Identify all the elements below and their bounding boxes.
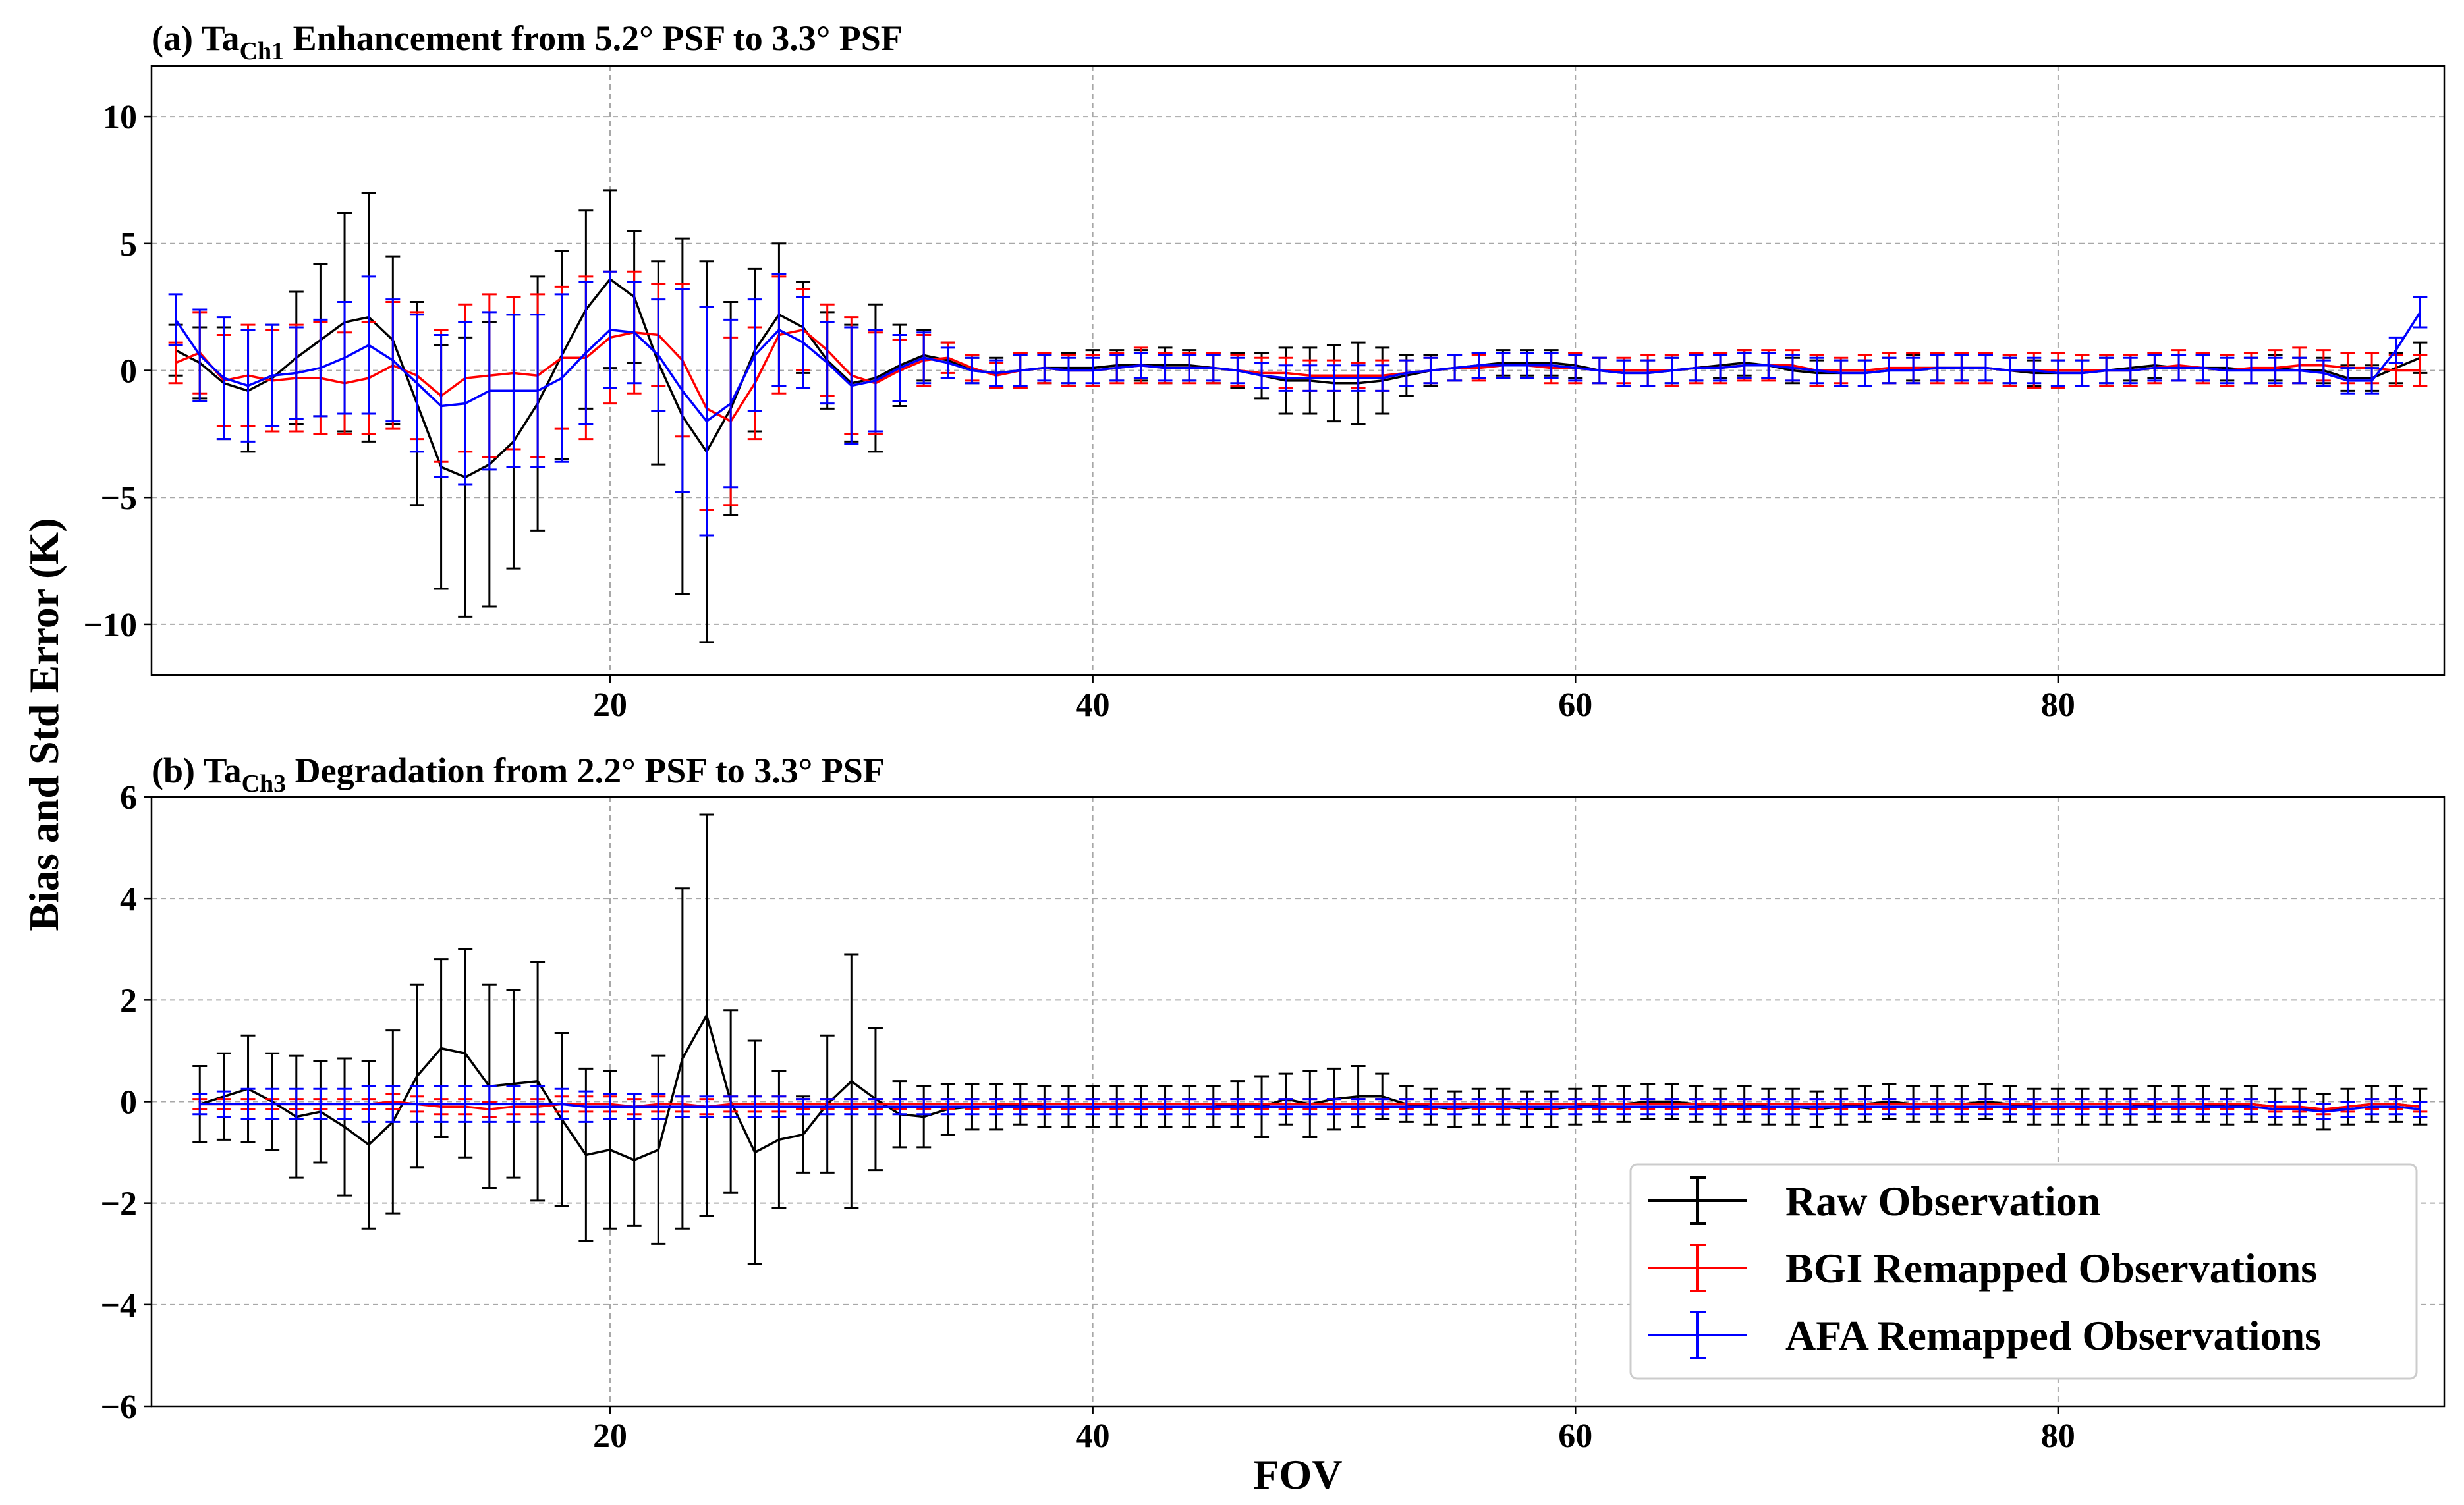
legend-frame <box>1629 1163 2418 1380</box>
panel-b-plot-frame <box>150 796 2446 1408</box>
legend-label-afa: AFA Remapped Observations <box>1785 1312 2321 1359</box>
panel-a-grid <box>152 66 2444 675</box>
panel-b-marks <box>192 813 2428 1265</box>
legend-entry-bgi: BGI Remapped Observations <box>1648 1244 2317 1292</box>
y-tick-label-3: 0 <box>120 1084 137 1122</box>
series-line-raw <box>175 278 2421 479</box>
legend: Raw Observation BGI Remapped Observation… <box>1629 1163 2418 1380</box>
y-tick-label-1: 5 <box>120 226 137 263</box>
y-tick-label-2: 0 <box>120 353 137 391</box>
panel-b-title: (b) TaCh3 Degradation from 2.2° PSF to 3… <box>152 751 885 798</box>
panel-b-title-subscript: Ch3 <box>242 770 287 798</box>
series-raw <box>168 189 2428 643</box>
y-tick-label-0: 6 <box>120 779 137 817</box>
x-tick-label-40: 40 <box>1076 686 1110 724</box>
panel-b-title-rest: Degradation from 2.2° PSF to 3.3° PSF <box>286 751 885 790</box>
y-tick-label-0: 10 <box>103 99 137 136</box>
panel-a-plot-frame <box>150 65 2446 676</box>
series-afa <box>192 1085 2428 1123</box>
x-tick-label-80: 80 <box>2041 1417 2075 1455</box>
x-tick-label-60: 60 <box>1558 686 1592 724</box>
x-tick-label-40: 40 <box>1076 1417 1110 1455</box>
panel-a: (a) TaCh1 Enhancement from 5.2° PSF to 3… <box>83 18 2446 724</box>
x-tick-label-60: 60 <box>1558 1417 1592 1455</box>
legend-label-raw: Raw Observation <box>1785 1178 2100 1224</box>
panel-a-marks <box>168 189 2428 643</box>
x-axis-label: FOV <box>1253 1451 1342 1498</box>
y-tick-label-5: −4 <box>100 1287 137 1325</box>
panel-a-title-subscript: Ch1 <box>240 38 285 65</box>
y-tick-label-2: 2 <box>120 982 137 1020</box>
panel-a-ticks: 20 40 60 80 10 5 0 −5 −10 <box>83 99 2075 724</box>
x-tick-label-20: 20 <box>593 1417 627 1455</box>
legend-entry-raw: Raw Observation <box>1648 1176 2100 1225</box>
series-line-afa <box>200 1103 2421 1113</box>
y-tick-label-4: −2 <box>100 1186 137 1223</box>
y-tick-label-4: −10 <box>83 607 137 644</box>
y-tick-label-1: 4 <box>120 881 137 918</box>
y-axis-label: Bias and Std Error (K) <box>20 518 67 931</box>
panel-a-title: (a) TaCh1 Enhancement from 5.2° PSF to 3… <box>152 18 903 65</box>
y-tick-label-3: −5 <box>100 479 137 517</box>
panel-a-title-prefix: (a) Ta <box>152 18 240 58</box>
panel-b-title-prefix: (b) Ta <box>152 751 242 790</box>
panel-a-title-rest: Enhancement from 5.2° PSF to 3.3° PSF <box>284 18 903 58</box>
y-tick-label-6: −6 <box>100 1388 137 1426</box>
x-tick-label-20: 20 <box>593 686 627 724</box>
legend-label-bgi: BGI Remapped Observations <box>1785 1245 2317 1292</box>
legend-entry-afa: AFA Remapped Observations <box>1648 1311 2321 1359</box>
series-line-afa <box>175 311 2421 423</box>
panel-b: (b) TaCh3 Degradation from 2.2° PSF to 3… <box>100 751 2446 1455</box>
x-tick-label-80: 80 <box>2041 686 2075 724</box>
series-afa <box>168 270 2428 537</box>
series-line-bgi <box>175 329 2421 423</box>
